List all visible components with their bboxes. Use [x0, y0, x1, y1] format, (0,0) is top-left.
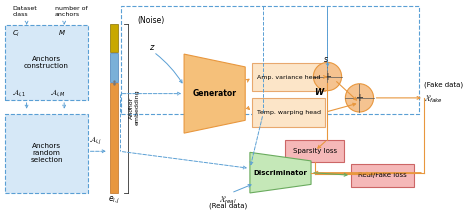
Text: Dataset
class: Dataset class [12, 6, 37, 17]
FancyBboxPatch shape [285, 140, 344, 162]
Bar [120, 6, 419, 114]
Bar [110, 24, 118, 52]
Text: Temp. warping head: Temp. warping head [257, 110, 321, 115]
Text: $\mathcal{A}_{i,j}$: $\mathcal{A}_{i,j}$ [89, 135, 102, 147]
Text: $s$: $s$ [323, 55, 329, 64]
Text: $\mathcal{A}_{i,1}$: $\mathcal{A}_{i,1}$ [12, 87, 27, 98]
Polygon shape [184, 54, 245, 133]
Text: +: + [356, 93, 364, 103]
Text: +: + [323, 72, 331, 81]
Text: (Fake data): (Fake data) [424, 82, 463, 88]
Text: (Noise): (Noise) [137, 16, 165, 25]
Text: Anchors
construction: Anchors construction [24, 56, 69, 69]
FancyBboxPatch shape [5, 114, 88, 193]
FancyBboxPatch shape [5, 25, 88, 100]
Text: $z$: $z$ [149, 43, 156, 52]
FancyBboxPatch shape [252, 63, 325, 91]
Text: Discriminator: Discriminator [254, 170, 308, 176]
Text: $\mathcal{A}_{i,M}$: $\mathcal{A}_{i,M}$ [50, 87, 66, 98]
Bar [110, 53, 118, 82]
Text: $\mathcal{X}_{fake}$: $\mathcal{X}_{fake}$ [424, 94, 443, 105]
Text: $C_i$: $C_i$ [12, 28, 21, 39]
Text: Amp. variance head: Amp. variance head [257, 75, 320, 80]
Text: number of
anchors: number of anchors [55, 6, 87, 17]
Text: Anchor
embedding: Anchor embedding [128, 90, 139, 125]
Ellipse shape [313, 62, 342, 91]
Text: Anchors
random
selection: Anchors random selection [30, 143, 63, 163]
Text: Sparsity loss: Sparsity loss [292, 148, 337, 154]
Ellipse shape [346, 84, 374, 112]
Text: $M$: $M$ [58, 28, 66, 37]
Text: $\boldsymbol{W}$: $\boldsymbol{W}$ [314, 86, 326, 97]
Bar [110, 83, 118, 193]
Text: Generator: Generator [192, 89, 237, 98]
Text: $\mathcal{X}_{real}$: $\mathcal{X}_{real}$ [219, 194, 237, 206]
FancyBboxPatch shape [252, 98, 325, 127]
Text: $e_{i,j}$: $e_{i,j}$ [108, 195, 120, 206]
Polygon shape [250, 152, 311, 193]
FancyBboxPatch shape [351, 164, 414, 187]
Text: (Real data): (Real data) [209, 203, 247, 209]
Text: Real/Fake loss: Real/Fake loss [358, 172, 407, 178]
